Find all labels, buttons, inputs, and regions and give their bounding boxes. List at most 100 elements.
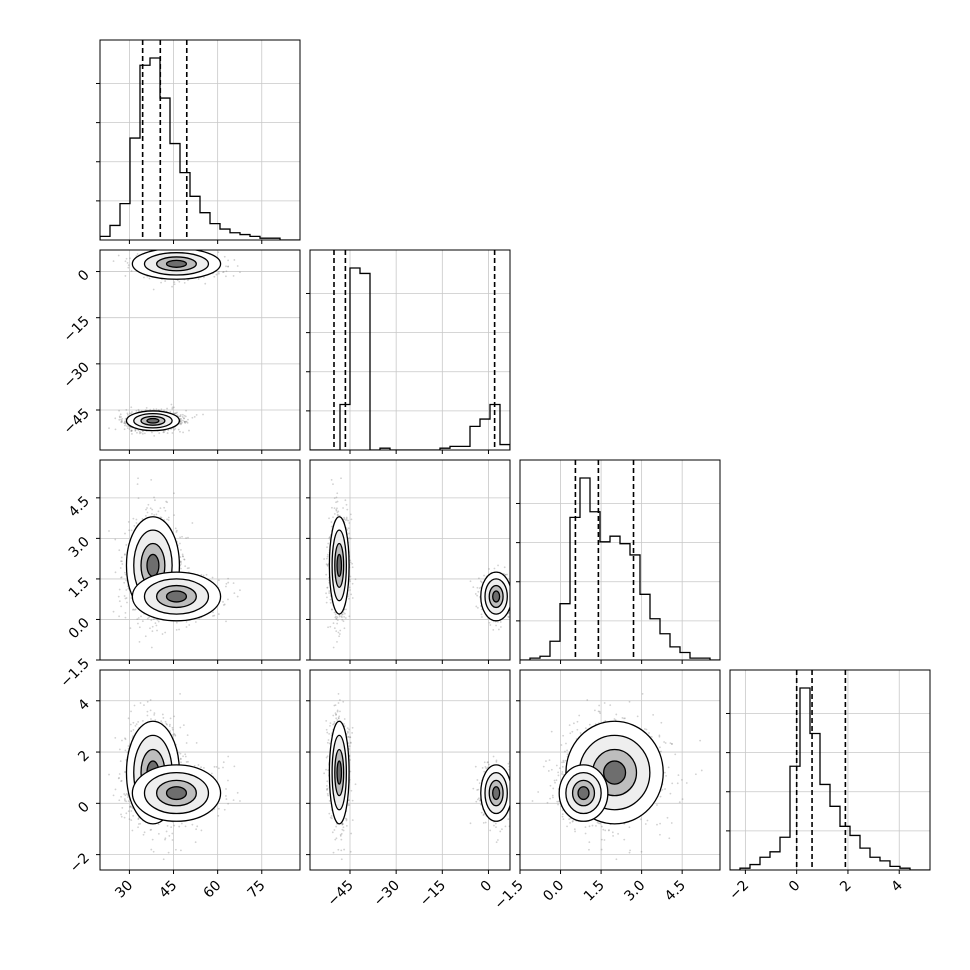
scatter-point — [205, 573, 208, 576]
scatter-point — [118, 615, 120, 618]
scatter-point — [333, 507, 336, 510]
scatter-point — [188, 624, 191, 626]
scatter-point — [336, 500, 339, 503]
scatter-point — [213, 275, 216, 278]
scatter-point — [127, 521, 130, 523]
scatter-point — [175, 531, 178, 533]
scatter-point — [325, 563, 328, 565]
scatter-point — [349, 513, 352, 516]
scatter-point — [476, 606, 479, 609]
scatter-point — [160, 281, 162, 284]
scatter-point — [495, 624, 497, 627]
scatter-point — [335, 501, 337, 504]
scatter-point — [151, 513, 153, 515]
scatter-point — [227, 581, 230, 584]
scatter-point — [124, 260, 127, 263]
y-tick-label: 4.5 — [66, 493, 93, 520]
scatter-point — [137, 477, 139, 480]
scatter-point — [217, 613, 220, 615]
scatter-point — [477, 590, 480, 593]
scatter-point — [212, 615, 214, 617]
scatter-point — [137, 617, 140, 619]
scatter-point — [345, 608, 347, 611]
scatter-point — [174, 527, 177, 530]
scatter-point — [121, 563, 124, 565]
scatter-point — [156, 629, 158, 632]
scatter-point — [176, 414, 179, 417]
scatter-point — [343, 615, 346, 618]
scatter-point — [179, 423, 182, 426]
scatter-point — [123, 553, 126, 556]
scatter-point — [341, 616, 343, 619]
scatter-point — [134, 608, 137, 611]
scatter-point — [124, 573, 127, 576]
scatter-point — [217, 270, 220, 273]
scatter-point — [186, 567, 189, 570]
scatter-point — [335, 615, 338, 618]
scatter-point — [152, 408, 155, 411]
scatter-point — [500, 626, 502, 628]
scatter-point — [172, 733, 174, 736]
scatter-point — [184, 422, 187, 424]
scatter-point — [126, 427, 129, 430]
scatter-point — [157, 510, 160, 513]
scatter-point — [155, 624, 158, 627]
panel-frame — [519, 459, 721, 661]
scatter-point — [227, 577, 230, 580]
scatter-point — [119, 760, 122, 763]
scatter-point — [123, 428, 126, 431]
scatter-point — [174, 427, 177, 430]
scatter-point — [151, 625, 154, 628]
scatter-point — [120, 418, 122, 421]
panel-frame — [309, 249, 511, 451]
scatter-point — [326, 586, 329, 589]
scatter-point — [121, 420, 123, 423]
scatter-point — [351, 597, 354, 599]
scatter-point — [165, 722, 168, 725]
scatter-point — [514, 616, 516, 618]
scatter-point — [151, 630, 154, 633]
scatter-point — [222, 601, 224, 603]
scatter-point — [188, 567, 190, 569]
scatter-point — [138, 431, 141, 433]
scatter-point — [227, 802, 230, 805]
scatter-point — [335, 618, 338, 621]
scatter-point — [483, 574, 485, 577]
panel-2-2 — [516, 459, 721, 664]
scatter-point — [236, 265, 239, 267]
scatter-point — [161, 633, 164, 635]
scatter-point — [227, 259, 230, 262]
scatter-point — [217, 579, 220, 582]
scatter-point — [227, 598, 229, 601]
histogram-step — [100, 57, 300, 240]
scatter-point — [180, 243, 182, 245]
scatter-point — [182, 246, 184, 248]
scatter-point — [348, 586, 351, 589]
scatter-point — [182, 419, 184, 422]
density-contours — [125, 516, 222, 622]
scatter-point — [203, 276, 205, 279]
scatter-point — [334, 613, 337, 616]
scatter-point — [197, 278, 200, 280]
scatter-point — [511, 591, 513, 593]
scatter-point — [472, 586, 475, 589]
scatter-point — [173, 715, 176, 718]
scatter-point — [147, 503, 150, 506]
scatter-point — [119, 413, 122, 416]
scatter-point — [349, 537, 352, 540]
scatter-point — [157, 620, 160, 623]
scatter-point — [174, 412, 177, 415]
scatter-point — [222, 271, 224, 274]
scatter-point — [225, 585, 227, 588]
scatter-point — [138, 640, 141, 643]
scatter-point — [126, 262, 129, 264]
histogram-step — [520, 477, 720, 660]
scatter-point — [180, 761, 182, 764]
contour-level — [165, 590, 188, 603]
panel-frame — [99, 39, 301, 241]
scatter-point — [171, 406, 174, 409]
scatter-point — [239, 271, 241, 274]
scatter-point — [124, 532, 126, 535]
scatter-point — [118, 409, 120, 412]
